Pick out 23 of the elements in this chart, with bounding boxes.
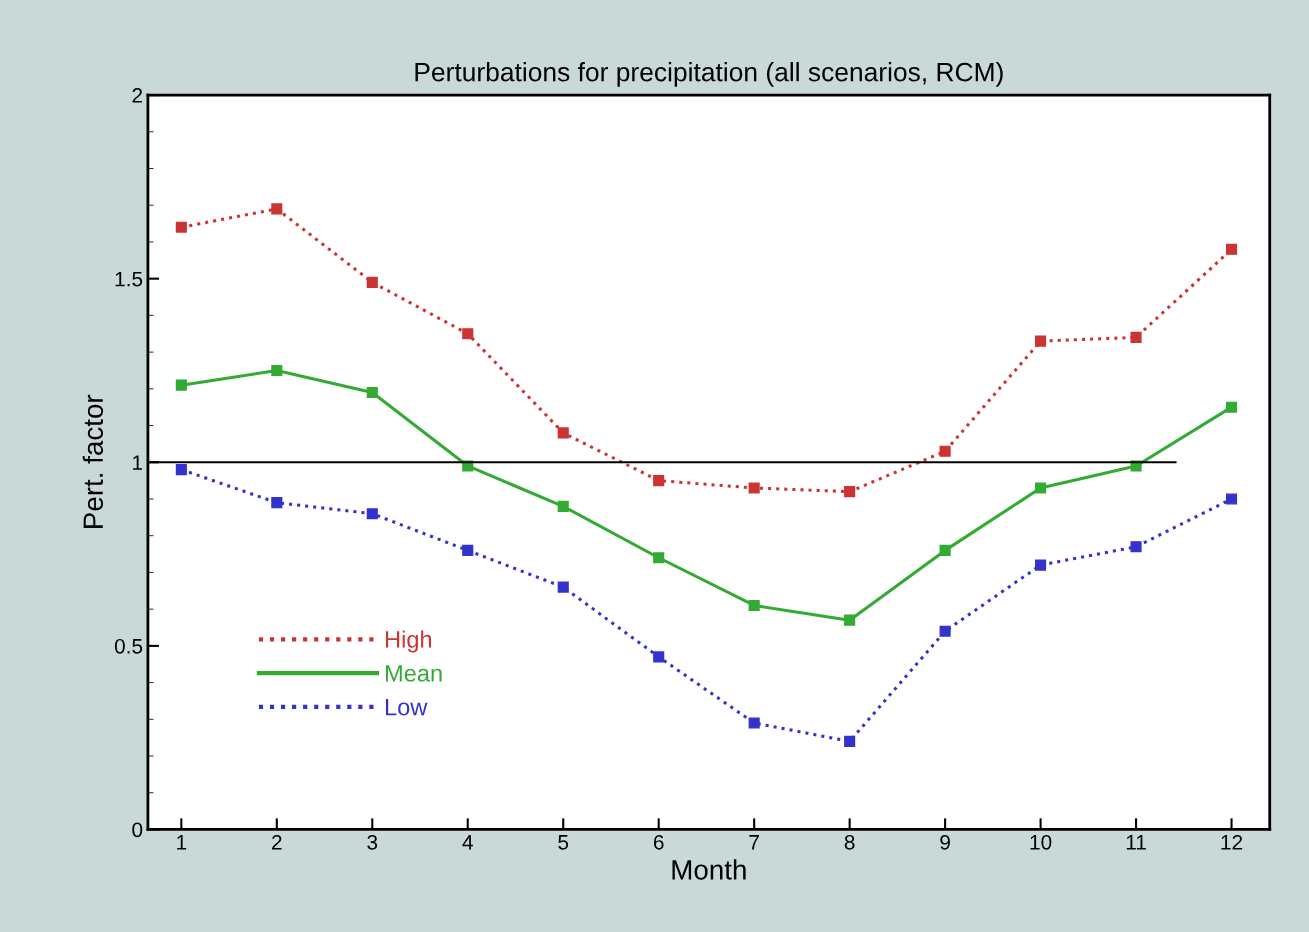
x-tick-label: 8 bbox=[844, 834, 855, 850]
y-tick-label: 1 bbox=[133, 455, 143, 470]
x-tick-label: 11 bbox=[1126, 835, 1146, 850]
chart-title: Perturbations for precipitation (all scenarios, RCM) bbox=[415, 62, 1003, 87]
text: Low bbox=[385, 698, 428, 716]
x-tick-label: 4 bbox=[462, 835, 473, 850]
y-tick-label: 2 bbox=[132, 88, 143, 103]
y-tick-label: 0 bbox=[132, 822, 143, 838]
text: Mean bbox=[385, 665, 442, 682]
x-axis-title: Month bbox=[672, 859, 746, 880]
y-axis-title: Pert. factor bbox=[82, 394, 104, 528]
text: High bbox=[385, 630, 432, 653]
x-tick-label: 1 bbox=[177, 835, 187, 850]
x-tick-label: 7 bbox=[749, 835, 759, 850]
y-tick-label: 0.5 bbox=[114, 638, 143, 654]
x-tick-label: 9 bbox=[940, 834, 950, 850]
x-tick-label: 2 bbox=[272, 834, 282, 850]
y-tick-label: 1.5 bbox=[115, 271, 143, 287]
x-tick-label: 6 bbox=[653, 834, 664, 850]
x-tick-label: 3 bbox=[367, 834, 378, 850]
x-tick-label: 12 bbox=[1221, 834, 1243, 850]
x-tick-label: 5 bbox=[558, 835, 569, 850]
x-tick-label: 10 bbox=[1030, 834, 1052, 850]
